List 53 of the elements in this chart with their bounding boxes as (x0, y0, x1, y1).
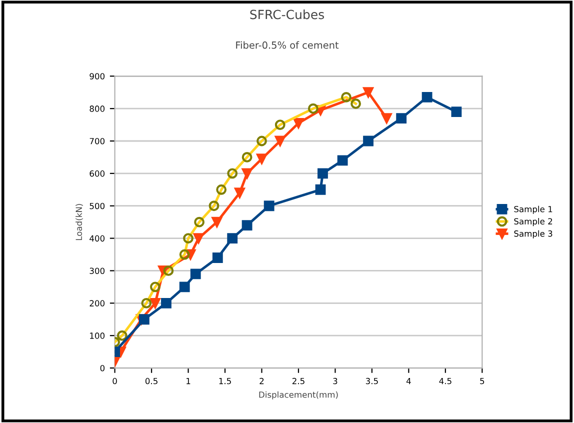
x-tick-label: 2.5 (292, 378, 304, 384)
point (242, 168, 252, 179)
x-tick-label: 5 (480, 378, 484, 384)
legend-label: Sample 1 (514, 206, 552, 214)
y-tick-label: 600 (90, 170, 105, 177)
x-tick-label: 3.5 (366, 378, 378, 384)
x-tick-label: 3 (333, 378, 338, 384)
x-tick-label: 1.5 (219, 378, 231, 384)
point (234, 188, 245, 198)
point (212, 252, 223, 263)
point (422, 92, 432, 102)
point (193, 233, 204, 244)
point (363, 87, 374, 98)
point (242, 220, 252, 231)
y-tick-label: 400 (90, 235, 105, 242)
point (179, 282, 190, 292)
point (396, 113, 407, 124)
y-tick-label: 100 (90, 332, 105, 339)
x-tick-label: 4 (406, 378, 411, 384)
point (315, 184, 326, 195)
x-tick-label: 0 (112, 378, 117, 384)
x-tick-label: 0.5 (145, 378, 158, 384)
point (451, 106, 462, 118)
y-tick-label: 300 (90, 268, 105, 274)
point (293, 118, 304, 128)
x-tick-label: 4.5 (439, 378, 452, 384)
x-tick-label: 2 (260, 378, 264, 384)
chart-subtitle: Fiber-0.5% of cement (236, 41, 339, 49)
point (190, 268, 201, 280)
point (381, 113, 392, 124)
y-tick-label: 200 (90, 300, 105, 306)
point (318, 168, 328, 179)
point (150, 298, 160, 308)
point (264, 200, 274, 212)
point (212, 216, 222, 228)
x-tick-label: 1 (186, 378, 190, 384)
y-tick-label: 900 (90, 73, 105, 80)
y-tick-label: 0 (100, 364, 105, 372)
point (138, 314, 150, 325)
point (274, 136, 286, 146)
y-axis-title: Load(kN) (76, 204, 83, 240)
point (161, 298, 172, 308)
point (256, 154, 267, 164)
legend-label: Sample 2 (514, 218, 552, 226)
chart-title: SFRC-Cubes (250, 10, 324, 20)
y-tick-label: 800 (90, 106, 105, 112)
point (363, 136, 374, 146)
x-axis-title: Displacement(mm) (259, 391, 338, 400)
point (337, 155, 348, 166)
point (227, 233, 238, 244)
y-tick-label: 500 (90, 202, 105, 210)
y-tick-label: 700 (90, 138, 105, 144)
legend-label: Sample 3 (514, 230, 552, 238)
